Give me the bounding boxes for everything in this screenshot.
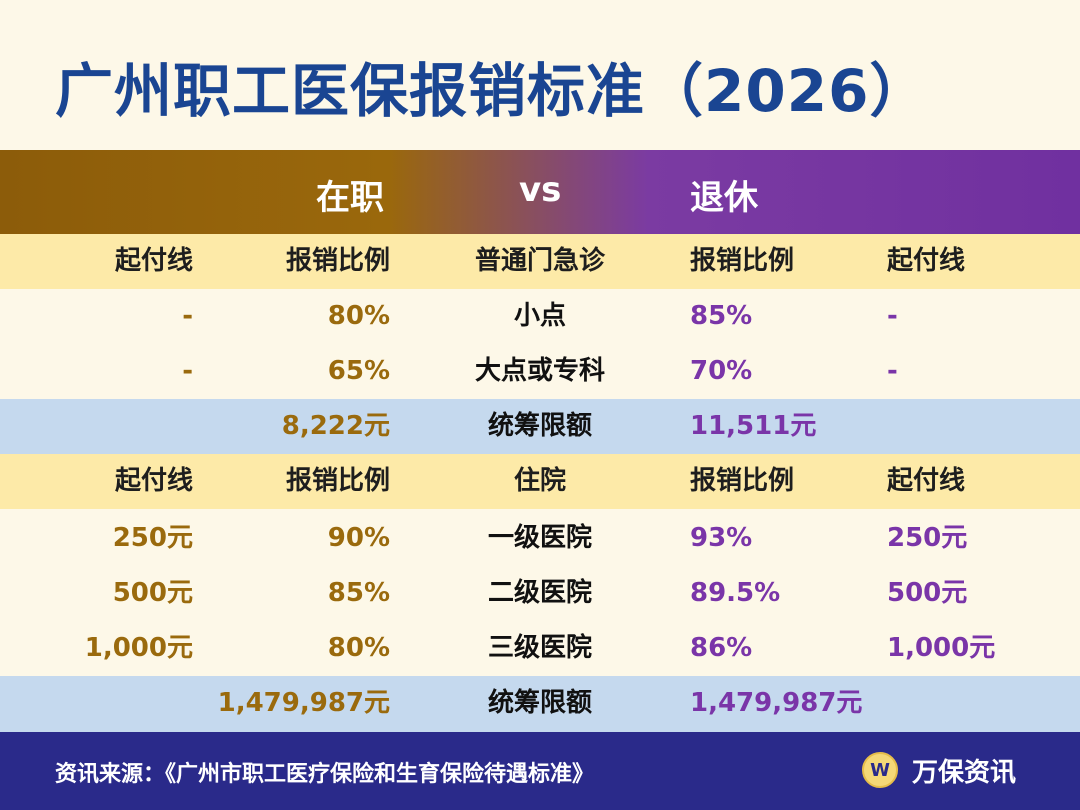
- employed-quota: 1,479,987元: [217, 688, 390, 718]
- inpatient-quota-row: 1,479,987元 统筹限额 1,479,987元: [0, 676, 1080, 732]
- employed-quota: 8,222元: [281, 411, 390, 441]
- retired-deductible: -: [887, 356, 898, 386]
- quota-label: 统筹限额: [487, 411, 593, 441]
- comparison-band: 在职 vs 退休: [0, 150, 1080, 234]
- employed-deductible: -: [182, 356, 193, 386]
- vs-label: vs: [519, 170, 562, 210]
- category-label: 一级医院: [487, 523, 593, 553]
- employed-ratio-header: 报销比例: [285, 466, 390, 496]
- employed-deductible: -: [182, 301, 193, 331]
- category-label: 三级医院: [487, 633, 593, 663]
- source-text: 资讯来源：《广州市职工医疗保险和生育保险待遇标准》: [55, 762, 595, 787]
- retired-deductible-header: 起付线: [887, 466, 966, 496]
- employed-ratio: 90%: [327, 523, 390, 553]
- table-row: 250元 90% 一级医院 93% 250元: [0, 511, 1080, 566]
- category-header: 普通门急诊: [474, 246, 606, 276]
- brand-logo-icon: W: [862, 752, 898, 788]
- retired-deductible: 250元: [887, 523, 968, 553]
- inpatient-header-row: 起付线 报销比例 住院 报销比例 起付线: [0, 454, 1080, 509]
- employed-ratio: 80%: [327, 301, 390, 331]
- retired-ratio: 85%: [690, 301, 753, 331]
- retired-ratio: 70%: [690, 356, 753, 386]
- employed-ratio: 85%: [327, 578, 390, 608]
- retired-quota: 11,511元: [690, 411, 817, 441]
- retired-ratio: 89.5%: [690, 578, 781, 608]
- outpatient-header-row: 起付线 报销比例 普通门急诊 报销比例 起付线: [0, 234, 1080, 289]
- employed-ratio-header: 报销比例: [285, 246, 390, 276]
- employed-deductible-header: 起付线: [114, 466, 193, 496]
- retired-ratio: 86%: [690, 633, 753, 663]
- retired-deductible: 1,000元: [887, 633, 996, 663]
- table-row: - 65% 大点或专科 70% -: [0, 344, 1080, 399]
- employed-ratio: 80%: [327, 633, 390, 663]
- table-row: 500元 85% 二级医院 89.5% 500元: [0, 566, 1080, 621]
- retired-ratio: 93%: [690, 523, 753, 553]
- employed-ratio: 65%: [327, 356, 390, 386]
- employed-deductible: 1,000元: [84, 633, 193, 663]
- category-label: 小点: [513, 301, 567, 331]
- retired-deductible: -: [887, 301, 898, 331]
- employed-deductible-header: 起付线: [114, 246, 193, 276]
- brand-name: 万保资讯: [912, 758, 1017, 788]
- page-title: 广州职工医保报销标准（2026）: [55, 57, 929, 125]
- retired-ratio-header: 报销比例: [690, 246, 795, 276]
- employed-deductible: 500元: [112, 578, 193, 608]
- retired-ratio-header: 报销比例: [690, 466, 795, 496]
- retired-deductible: 500元: [887, 578, 968, 608]
- category-label: 二级医院: [487, 578, 593, 608]
- retired-label: 退休: [690, 178, 758, 218]
- outpatient-quota-row: 8,222元 统筹限额 11,511元: [0, 399, 1080, 454]
- retired-quota: 1,479,987元: [690, 688, 863, 718]
- category-header: 住院: [513, 466, 567, 496]
- retired-deductible-header: 起付线: [887, 246, 966, 276]
- employed-label: 在职: [316, 178, 384, 218]
- table-row: 1,000元 80% 三级医院 86% 1,000元: [0, 621, 1080, 676]
- footer: 资讯来源：《广州市职工医疗保险和生育保险待遇标准》 W 万保资讯: [0, 732, 1080, 810]
- table-row: - 80% 小点 85% -: [0, 289, 1080, 344]
- category-label: 大点或专科: [474, 356, 606, 386]
- quota-label: 统筹限额: [487, 688, 593, 718]
- employed-deductible: 250元: [112, 523, 193, 553]
